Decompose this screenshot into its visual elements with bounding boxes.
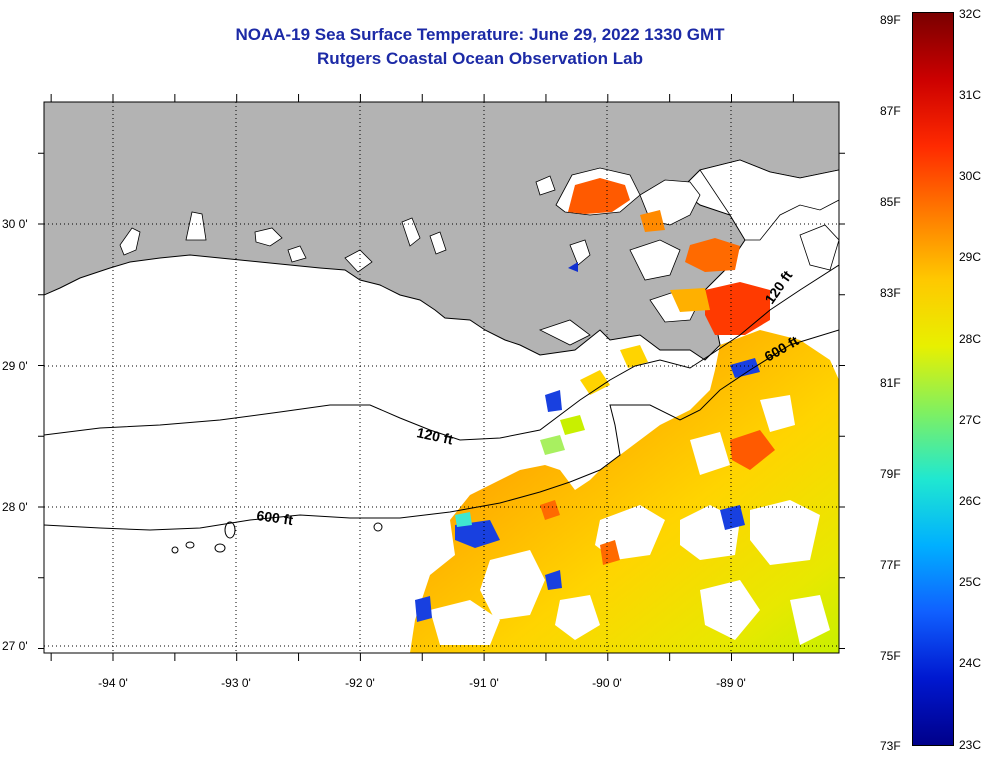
colorbar-c-26: 26C <box>959 494 982 508</box>
colorbar-c-23: 23C <box>959 738 982 752</box>
colorbar-c-30: 30C <box>959 169 982 183</box>
colorbar-c-25: 25C <box>959 575 982 589</box>
lon-label-93: -93 0' <box>221 676 251 690</box>
lon-label-92: -92 0' <box>345 676 375 690</box>
colorbar-f-73: 73F <box>880 739 901 753</box>
colorbar-f-79: 79F <box>880 467 901 481</box>
depth-contours <box>44 264 839 531</box>
lon-label-91: -91 0' <box>469 676 499 690</box>
axis-ticks <box>38 94 845 661</box>
sst-coastal-patches <box>568 178 770 335</box>
colorbar-c-24: 24C <box>959 656 982 670</box>
colorbar-c-28: 28C <box>959 332 982 346</box>
colorbar-f-85: 85F <box>880 195 901 209</box>
lon-label-90: -90 0' <box>592 676 622 690</box>
lon-label-89: -89 0' <box>716 676 746 690</box>
map-subtitle: Rutgers Coastal Ocean Observation Lab <box>317 49 643 68</box>
colorbar-f-87: 87F <box>880 104 901 118</box>
colorbar-f-81: 81F <box>880 376 901 390</box>
sst-specks <box>415 345 775 622</box>
banks <box>171 521 383 554</box>
colorbar-f-83: 83F <box>880 286 901 300</box>
contour-label-120-west: 120 ft <box>415 424 454 447</box>
lat-label-30: 30 0' <box>2 217 28 231</box>
colorbar-f-77: 77F <box>880 558 901 572</box>
map-title: NOAA-19 Sea Surface Temperature: June 29… <box>235 25 725 44</box>
lat-label-27: 27 0' <box>2 639 28 653</box>
temperature-colorbar <box>912 12 954 746</box>
colorbar-c-27: 27C <box>959 413 982 427</box>
lat-label-29: 29 0' <box>2 359 28 373</box>
colorbar-c-32: 32C <box>959 7 982 21</box>
inland-water <box>119 159 839 346</box>
lon-label-94: -94 0' <box>98 676 128 690</box>
contour-label-600-west: 600 ft <box>256 507 295 528</box>
colorbar-c-29: 29C <box>959 250 982 264</box>
colorbar-c-31: 31C <box>959 88 982 102</box>
colorbar-f-89: 89F <box>880 13 901 27</box>
colorbar-f-75: 75F <box>880 649 901 663</box>
lat-label-28: 28 0' <box>2 500 28 514</box>
graticule <box>44 102 839 653</box>
map-frame <box>43 101 840 654</box>
